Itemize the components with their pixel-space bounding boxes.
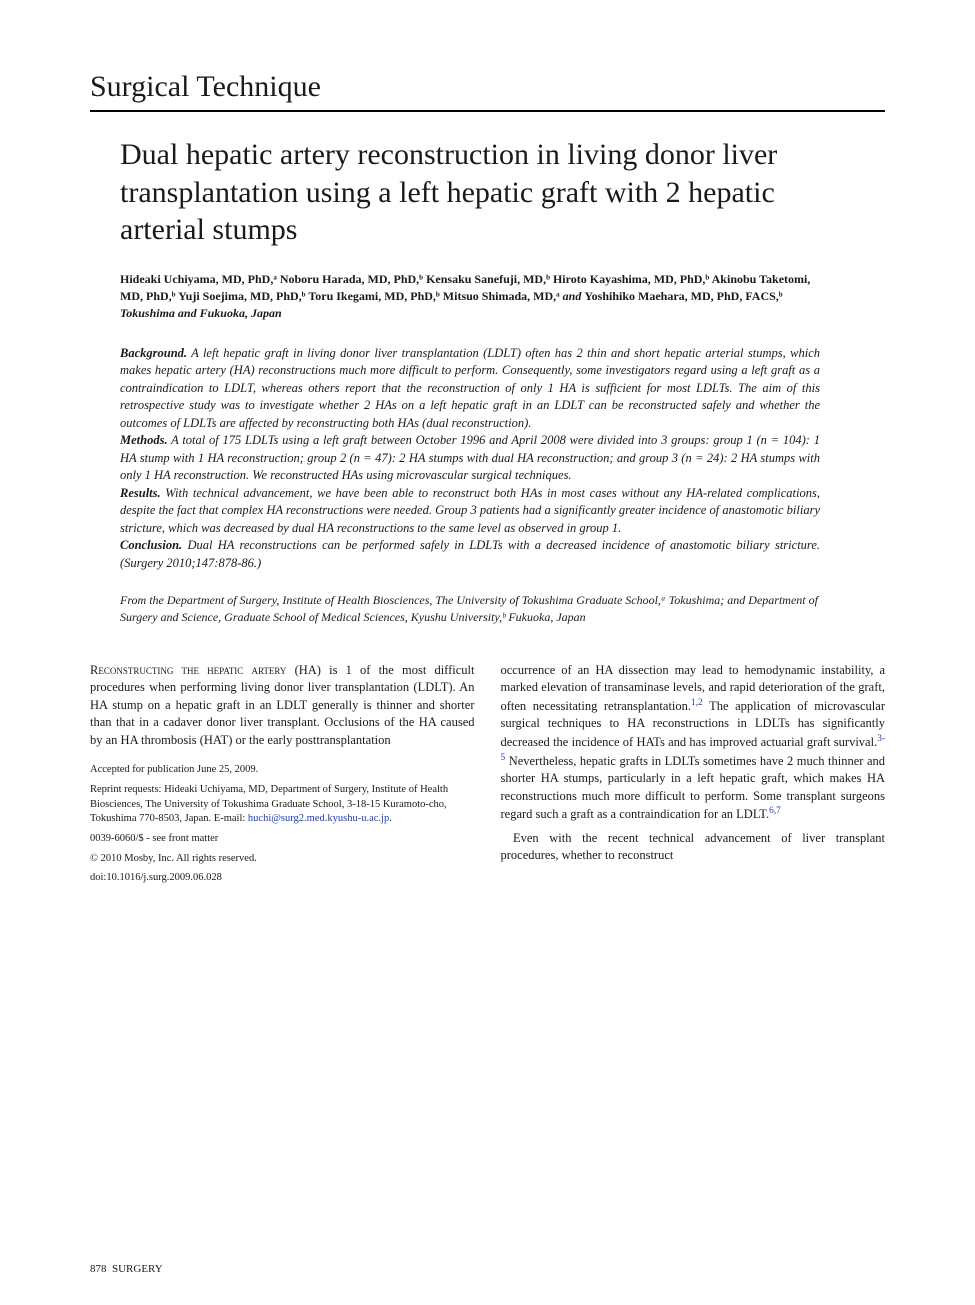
body-p2c: Nevertheless, hepatic grafts in LDLTs so…: [501, 754, 886, 822]
article-title: Dual hepatic artery reconstruction in li…: [120, 136, 820, 249]
citation-ref-1-2[interactable]: 1,2: [691, 698, 703, 708]
page-number: 878: [90, 1263, 107, 1275]
abstract-conclusion: Conclusion. Dual HA reconstructions can …: [120, 537, 820, 572]
citation-ref-6-7[interactable]: 6,7: [769, 806, 781, 816]
abstract-methods-text: A total of 175 LDLTs using a left graft …: [120, 433, 820, 482]
author-and: and: [563, 289, 585, 303]
abstract-conclusion-label: Conclusion.: [120, 538, 182, 552]
section-heading: Surgical Technique: [90, 70, 885, 112]
footnote-doi: doi:10.1016/j.surg.2009.06.028: [90, 871, 475, 886]
abstract-results-text: With technical advancement, we have been…: [120, 486, 820, 535]
footnote-email-period: .: [389, 813, 392, 824]
affiliations: From the Department of Surgery, Institut…: [120, 592, 820, 626]
footnote-issn: 0039-6060/$ - see front matter: [90, 832, 475, 847]
abstract-conclusion-text: Dual HA reconstructions can be performed…: [120, 538, 820, 570]
footnote-reprint: Reprint requests: Hideaki Uchiyama, MD, …: [90, 783, 475, 827]
page-footer: 878 SURGERY: [90, 1263, 163, 1275]
author-last: Yoshihiko Maehara, MD, PhD, FACS,ᵇ: [584, 289, 782, 303]
footnote-accepted: Accepted for publication June 25, 2009.: [90, 763, 475, 778]
journal-name: SURGERY: [112, 1263, 163, 1275]
body-lead-smallcaps: Reconstructing the hepatic artery: [90, 663, 286, 677]
abstract-results: Results. With technical advancement, we …: [120, 485, 820, 538]
abstract-methods-label: Methods.: [120, 433, 168, 447]
column-right: occurrence of an HA dissection may lead …: [501, 662, 886, 891]
abstract-methods: Methods. A total of 175 LDLTs using a le…: [120, 432, 820, 485]
body-paragraph-2: occurrence of an HA dissection may lead …: [501, 662, 886, 824]
footnote-email-link[interactable]: huchi@surg2.med.kyushu-u.ac.jp: [248, 813, 389, 824]
abstract-background-text: A left hepatic graft in living donor liv…: [120, 346, 820, 430]
abstract-background: Background. A left hepatic graft in livi…: [120, 345, 820, 433]
footnote-copyright: © 2010 Mosby, Inc. All rights reserved.: [90, 852, 475, 867]
body-paragraph-1: Reconstructing the hepatic artery (HA) i…: [90, 662, 475, 750]
author-location: Tokushima and Fukuoka, Japan: [120, 306, 282, 320]
footnotes: Accepted for publication June 25, 2009. …: [90, 763, 475, 886]
body-paragraph-3: Even with the recent technical advanceme…: [501, 830, 886, 865]
abstract-results-label: Results.: [120, 486, 161, 500]
abstract-background-label: Background.: [120, 346, 187, 360]
abstract: Background. A left hepatic graft in livi…: [120, 345, 820, 573]
author-list: Hideaki Uchiyama, MD, PhD,ᵃ Noboru Harad…: [120, 271, 820, 323]
column-left: Reconstructing the hepatic artery (HA) i…: [90, 662, 475, 891]
body-columns: Reconstructing the hepatic artery (HA) i…: [90, 662, 885, 891]
